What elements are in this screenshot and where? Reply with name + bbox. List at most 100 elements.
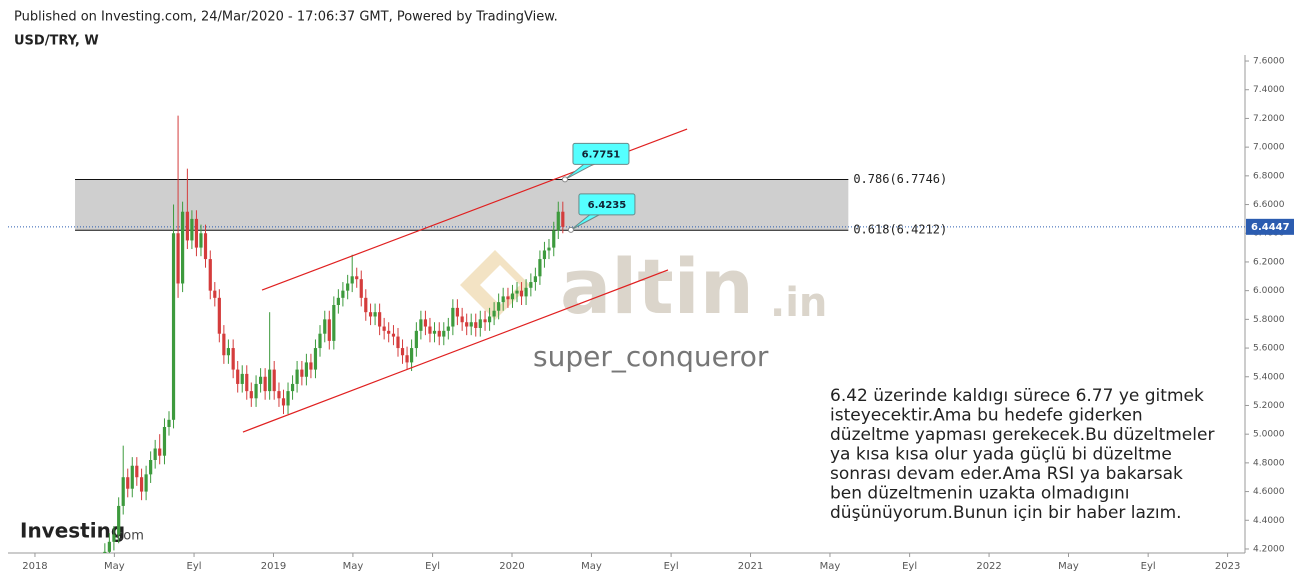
x-tick-label: May (343, 561, 364, 572)
candle-body (190, 218, 194, 241)
candle-body (501, 296, 505, 303)
candle-body (405, 355, 409, 363)
candle-body (469, 322, 473, 327)
note: 6.42 üzerinde kaldıgı sürece 6.77 ye git… (830, 386, 1214, 523)
candle-body (107, 541, 111, 552)
candle-body (487, 316, 492, 323)
x-tick-label: Eyl (902, 561, 917, 572)
candle-body (368, 312, 373, 317)
candle-body (350, 276, 354, 284)
note-line: 6.42 üzerinde kaldıgı sürece 6.77 ye git… (830, 386, 1204, 406)
candle-body (373, 312, 377, 317)
candle-body (355, 276, 359, 280)
candle-body (552, 230, 556, 248)
callout-box (572, 142, 630, 165)
candle-body (446, 326, 450, 331)
y-tick-label: 7.0000 (1253, 143, 1285, 153)
candle-body (158, 448, 162, 456)
y-tick-label: 5.2000 (1253, 401, 1285, 411)
candle-body (432, 330, 437, 334)
candle-body (474, 322, 478, 328)
candle-body (483, 319, 487, 323)
y-tick-label: 6.2000 (1253, 257, 1285, 267)
candle-body (236, 369, 240, 384)
y-tick-label: 5.4000 (1253, 372, 1285, 382)
watermark-suffix: .in (770, 280, 827, 326)
watermark-brand: altin (560, 242, 754, 331)
watermark-icon (480, 265, 520, 305)
candle-body (176, 233, 180, 284)
candle-body (194, 218, 199, 248)
candle-body (478, 319, 482, 328)
candle-body (171, 233, 176, 420)
y-tick-label: 4.2000 (1253, 544, 1285, 554)
y-tick-label: 7.2000 (1253, 114, 1285, 124)
candle-body (336, 297, 340, 306)
candle-body (437, 330, 441, 337)
callout-label: 6.7751 (582, 149, 621, 160)
symbol: USD/TRY, W (14, 34, 99, 49)
candle-body (300, 369, 304, 377)
candle-body (135, 465, 139, 478)
y-tick-label: 4.8000 (1253, 458, 1285, 468)
fib-label: 0.618(6.4212) (853, 223, 947, 237)
candle-body (382, 326, 386, 331)
candle-body (451, 307, 455, 327)
candle-body (245, 373, 249, 392)
candle-body (556, 211, 560, 231)
candle-body (286, 391, 290, 406)
x-tick-label: Eyl (425, 561, 440, 572)
candle-body (185, 211, 189, 241)
x-tick-label: 2019 (261, 561, 286, 572)
candle-body (144, 474, 148, 492)
x-tick-label: Eyl (187, 561, 202, 572)
candle-body (506, 296, 510, 300)
candle-body (419, 319, 423, 331)
callout-label: 6.4235 (588, 200, 627, 211)
candle-body (217, 297, 221, 334)
candle-body (529, 282, 533, 288)
candle-body (318, 333, 322, 349)
plot-area (8, 115, 1245, 553)
candle-body (126, 477, 130, 489)
candle-body (409, 348, 414, 363)
callout-point (561, 176, 568, 183)
fib-zone (75, 179, 849, 231)
callout-box (578, 193, 636, 216)
candle-body (208, 259, 212, 291)
candle-body (524, 287, 528, 297)
candle-body (414, 330, 418, 349)
candle-body (162, 426, 167, 456)
candle-body (359, 279, 363, 298)
note-line: düşünüyorum.Bunun için bir haber lazım. (830, 503, 1182, 523)
x-tick-label: 2022 (976, 561, 1001, 572)
candle-body (263, 376, 267, 392)
candle-body (240, 373, 244, 384)
y-tick-label: 5.8000 (1253, 315, 1285, 325)
candle-body (272, 369, 276, 392)
watermark: altin .in (460, 242, 827, 331)
x-tick-label: May (820, 561, 841, 572)
x-tick-label: Eyl (1141, 561, 1156, 572)
candle-body (121, 477, 125, 506)
candle-body (400, 348, 405, 356)
candle-body (341, 290, 345, 298)
candle-body (117, 505, 121, 535)
last-price-box (1246, 218, 1294, 235)
candle-body (515, 290, 519, 294)
candle-body (309, 362, 313, 370)
trendline (242, 269, 669, 433)
y-tick-label: 4.4000 (1253, 516, 1285, 526)
note-line: sonrası devam eder.Ama RSI ya bakarsak (830, 464, 1183, 484)
candle-body (323, 319, 327, 334)
candle-body (139, 477, 144, 492)
y-tick-label: 5.0000 (1253, 430, 1285, 440)
candle-body (199, 233, 203, 248)
candle-body (332, 305, 336, 341)
note-line: ben düzeltmenin uzakta olmadıgını (830, 484, 1130, 504)
candle-body (346, 283, 350, 291)
publish-info: Published on Investing.com, 24/Mar/2020 … (14, 10, 558, 25)
candle-body (226, 348, 230, 356)
